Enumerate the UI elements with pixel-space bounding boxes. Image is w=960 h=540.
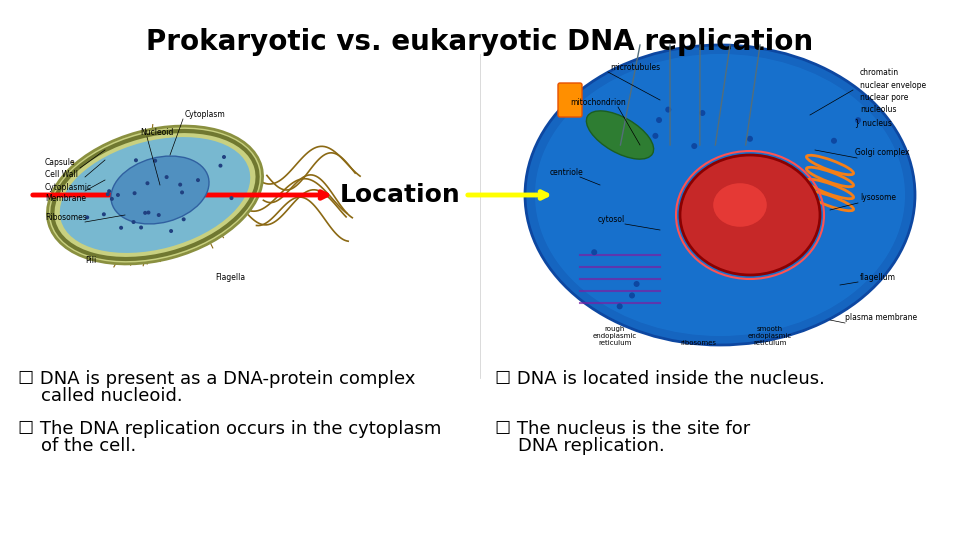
Text: mitochondrion: mitochondrion (570, 98, 626, 107)
Text: ☐ The nucleus is the site for: ☐ The nucleus is the site for (495, 420, 751, 438)
Ellipse shape (680, 155, 820, 275)
Circle shape (147, 211, 151, 214)
Circle shape (116, 193, 120, 197)
Circle shape (831, 138, 837, 144)
Text: Cytoplasmic: Cytoplasmic (45, 183, 92, 192)
Text: Nucleoid: Nucleoid (140, 128, 174, 137)
Text: ribosomes: ribosomes (680, 340, 716, 346)
Circle shape (132, 220, 135, 224)
Text: Flagella: Flagella (215, 273, 245, 282)
Circle shape (164, 175, 169, 179)
Text: ☐ The DNA replication occurs in the cytoplasm: ☐ The DNA replication occurs in the cyto… (18, 420, 442, 438)
Text: lysosome: lysosome (860, 193, 896, 202)
Ellipse shape (712, 183, 767, 227)
Circle shape (156, 213, 160, 217)
Circle shape (747, 136, 753, 142)
Circle shape (106, 192, 109, 196)
Text: Prokaryotic vs. eukaryotic DNA replication: Prokaryotic vs. eukaryotic DNA replicati… (147, 28, 813, 56)
Circle shape (139, 226, 143, 230)
Text: ☐ DNA is located inside the nucleus.: ☐ DNA is located inside the nucleus. (495, 370, 825, 388)
Text: } nucleus: } nucleus (855, 118, 892, 127)
Ellipse shape (535, 54, 905, 336)
Text: smooth
endoplasmic
reticulum: smooth endoplasmic reticulum (748, 326, 792, 346)
Text: nuclear envelope: nuclear envelope (860, 81, 926, 90)
Text: nuclear pore: nuclear pore (860, 93, 908, 102)
Text: Membrane: Membrane (45, 194, 86, 203)
Circle shape (665, 106, 671, 113)
Circle shape (119, 226, 123, 230)
Text: Golgi complex: Golgi complex (855, 148, 909, 157)
Text: Ribosomes: Ribosomes (45, 213, 86, 222)
Text: Location: Location (340, 183, 461, 207)
Text: ☐ DNA is present as a DNA-protein complex: ☐ DNA is present as a DNA-protein comple… (18, 370, 416, 388)
Text: flagellum: flagellum (860, 273, 896, 282)
Circle shape (109, 197, 114, 201)
Text: cytosol: cytosol (598, 215, 625, 224)
Circle shape (85, 215, 89, 219)
Circle shape (219, 164, 223, 167)
Circle shape (616, 303, 623, 309)
Text: rough
endoplasmic
reticulum: rough endoplasmic reticulum (593, 326, 637, 346)
Text: Capsule: Capsule (45, 158, 76, 167)
Circle shape (180, 191, 184, 194)
Text: Pili: Pili (85, 256, 96, 265)
Text: DNA replication.: DNA replication. (495, 437, 664, 455)
Text: Cell Wall: Cell Wall (45, 170, 78, 179)
Circle shape (229, 196, 233, 200)
Circle shape (102, 212, 106, 217)
Circle shape (653, 133, 659, 139)
Circle shape (222, 155, 226, 159)
Circle shape (154, 159, 157, 163)
Circle shape (855, 117, 861, 123)
Circle shape (634, 281, 639, 287)
Ellipse shape (587, 111, 654, 159)
FancyBboxPatch shape (558, 83, 582, 117)
Text: Cytoplasm: Cytoplasm (185, 110, 226, 119)
Ellipse shape (60, 137, 251, 253)
Circle shape (797, 197, 803, 202)
Ellipse shape (47, 126, 263, 264)
Text: called nucleoid.: called nucleoid. (18, 387, 182, 405)
Circle shape (656, 117, 662, 123)
Text: of the cell.: of the cell. (18, 437, 136, 455)
Circle shape (146, 181, 150, 185)
Circle shape (196, 178, 200, 182)
Circle shape (591, 249, 597, 255)
Ellipse shape (525, 45, 915, 345)
Circle shape (700, 110, 706, 116)
Text: centriole: centriole (550, 168, 584, 177)
Circle shape (132, 191, 136, 195)
Circle shape (179, 183, 182, 187)
Text: microtubules: microtubules (610, 63, 660, 72)
Circle shape (134, 158, 138, 163)
Text: nucleolus: nucleolus (860, 105, 897, 114)
Circle shape (181, 217, 185, 221)
Text: chromatin: chromatin (860, 68, 900, 77)
Circle shape (169, 229, 173, 233)
Circle shape (108, 189, 111, 193)
Circle shape (143, 211, 147, 215)
Text: plasma membrane: plasma membrane (845, 313, 917, 322)
Circle shape (691, 143, 697, 149)
Ellipse shape (111, 156, 209, 224)
Circle shape (756, 211, 761, 217)
Circle shape (713, 219, 720, 225)
Circle shape (629, 293, 635, 299)
